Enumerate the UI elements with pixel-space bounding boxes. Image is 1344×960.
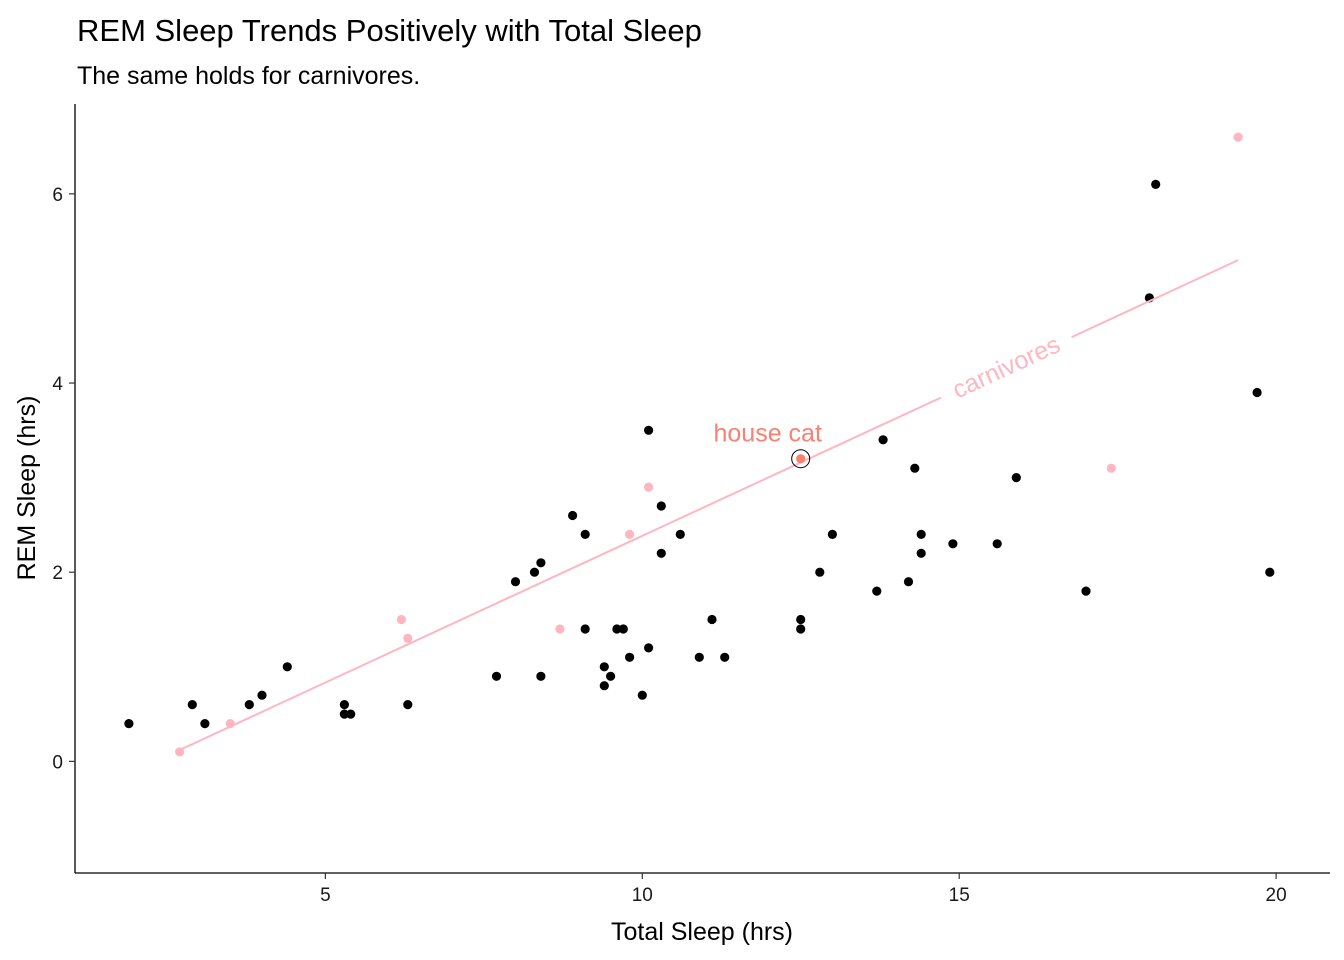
trend-line-label: carnivores (948, 330, 1064, 404)
other-point (257, 690, 267, 700)
y-tick-label: 2 (52, 563, 63, 584)
carnivore-point (625, 529, 635, 540)
other-point (625, 652, 635, 662)
other-point (339, 700, 349, 710)
x-axis-ticks: 5 10 15 20 (320, 873, 1287, 906)
other-point (992, 539, 1002, 549)
other-point (1252, 387, 1262, 398)
points-layer (124, 132, 1275, 757)
other-point (694, 652, 704, 662)
y-tick-label: 4 (52, 374, 63, 395)
other-point (599, 662, 609, 672)
other-point (568, 510, 578, 521)
carnivore-point (396, 614, 406, 625)
x-axis-title: Total Sleep (hrs) (611, 918, 793, 946)
y-tick-label: 0 (52, 752, 63, 773)
y-axis-title: REM Sleep (hrs) (13, 396, 41, 581)
other-point (510, 577, 521, 587)
other-point (796, 624, 806, 634)
other-point (720, 652, 730, 662)
other-point (529, 567, 540, 577)
other-point (403, 700, 413, 710)
highlight-label: house cat (713, 420, 821, 448)
carnivore-point (644, 482, 654, 492)
x-tick-label: 10 (632, 885, 653, 906)
other-point (916, 548, 926, 558)
annotation-layer: house cat (713, 420, 822, 469)
carnivore-point (1106, 463, 1116, 473)
other-point (1011, 473, 1021, 483)
highlight-point (796, 454, 806, 464)
other-point (580, 529, 590, 540)
other-point (910, 463, 920, 473)
other-point (124, 719, 134, 729)
trend-line-segment (1071, 259, 1239, 339)
other-point (1151, 179, 1161, 189)
other-point (339, 709, 349, 719)
other-point (656, 501, 666, 511)
other-point (656, 548, 666, 558)
y-tick-label: 6 (52, 185, 63, 206)
other-point (187, 700, 197, 710)
trend-layer: carnivores (179, 259, 1239, 751)
x-tick-label: 5 (320, 885, 331, 906)
x-tick-label: 20 (1266, 885, 1287, 906)
other-point (815, 567, 825, 577)
other-point (675, 529, 685, 540)
chart-subtitle: The same holds for carnivores. (77, 62, 420, 90)
other-point (536, 671, 546, 681)
other-point (200, 719, 210, 729)
other-point (948, 539, 958, 549)
other-point (1081, 586, 1091, 596)
other-point (903, 577, 914, 587)
highlight-ring (791, 449, 811, 469)
other-point (644, 643, 654, 653)
other-point (612, 624, 622, 634)
other-point (707, 614, 717, 625)
carnivore-point (555, 624, 565, 634)
other-point (346, 709, 356, 719)
other-point (796, 614, 806, 625)
carnivore-point (1233, 132, 1243, 142)
other-point (827, 529, 838, 540)
other-point (282, 662, 292, 672)
x-tick-label: 15 (949, 885, 970, 906)
other-point (618, 624, 628, 634)
other-point (644, 425, 654, 435)
y-axis-ticks: 0 2 4 6 (52, 185, 75, 773)
other-point (491, 671, 502, 681)
other-point (916, 529, 926, 540)
other-point (244, 700, 254, 710)
other-point (599, 681, 609, 691)
other-point (606, 671, 616, 681)
other-point (637, 690, 647, 700)
other-point (872, 586, 882, 596)
trend-line-segment (179, 396, 942, 751)
chart-title: REM Sleep Trends Positively with Total S… (77, 13, 702, 48)
other-point (878, 435, 888, 445)
other-point (536, 558, 546, 568)
carnivore-point (403, 633, 413, 644)
other-point (580, 624, 590, 634)
other-point (1265, 567, 1275, 577)
